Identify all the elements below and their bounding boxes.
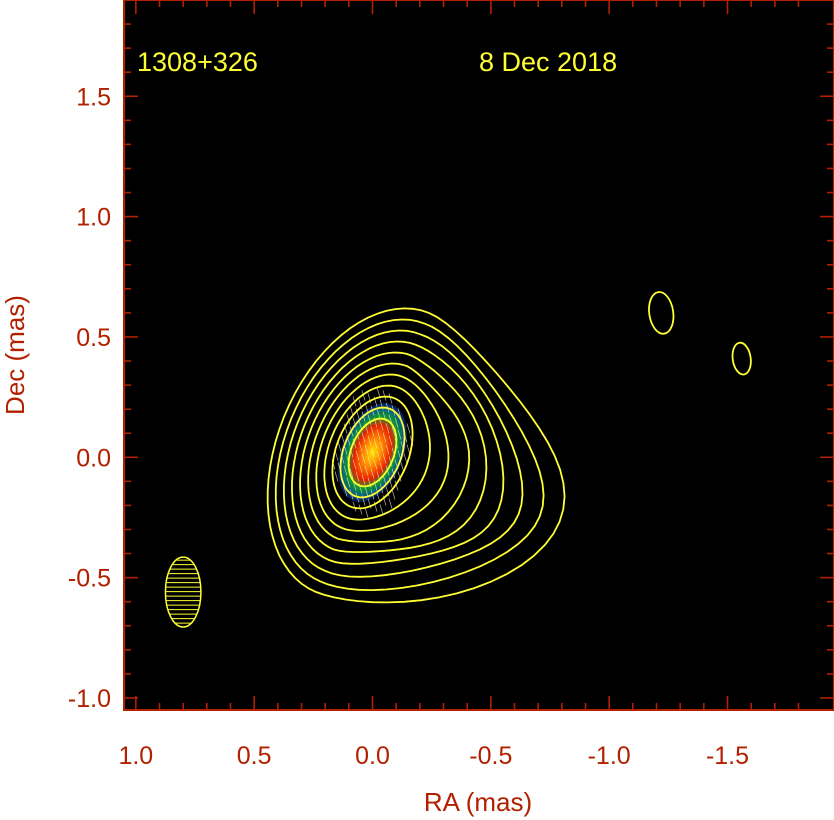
vector-tick — [361, 453, 366, 464]
vector-tick — [394, 480, 399, 491]
vector-tick — [367, 414, 372, 425]
y-tick-label: 0.0 — [76, 444, 111, 472]
vector-tick — [352, 438, 357, 449]
y-tick-label: 1.0 — [76, 204, 111, 232]
contour-level — [291, 340, 505, 565]
vector-tick — [361, 390, 366, 401]
vector-tick — [334, 471, 339, 482]
contour-level — [307, 362, 471, 544]
vector-tick — [343, 486, 348, 497]
vector-tick — [397, 429, 402, 440]
vector-tick — [364, 444, 369, 455]
vector-tick — [391, 426, 396, 437]
y-tick-label: 1.5 — [76, 83, 111, 111]
contour-level — [283, 329, 524, 578]
x-tick-label: 0.0 — [355, 742, 390, 770]
x-axis-title: RA (mas) — [424, 787, 532, 817]
vector-tick — [403, 453, 408, 464]
vector-tick — [337, 441, 342, 452]
vector-tick — [367, 456, 372, 467]
vector-tick — [346, 414, 351, 425]
vector-tick — [382, 432, 387, 443]
contour-level — [299, 351, 488, 553]
vector-tick — [367, 435, 372, 446]
contour-level — [266, 307, 566, 604]
vector-tick — [388, 456, 393, 467]
vector-tick — [388, 393, 393, 404]
y-axis-ticks: 1.5 1.0 0.5 0.0 -0.5 -1.0 — [68, 23, 834, 713]
vector-tick — [364, 486, 369, 497]
vector-tick — [352, 459, 357, 470]
vector-tick — [355, 471, 360, 482]
y-axis-title: Dec (mas) — [0, 295, 30, 415]
vector-tick — [391, 489, 396, 500]
isolated-contour — [731, 341, 752, 376]
vector-tick — [406, 423, 411, 434]
beam-outline — [164, 556, 202, 628]
vector-tick — [388, 435, 393, 446]
vector-tick — [379, 441, 384, 452]
contour-level — [331, 395, 414, 510]
vector-tick — [370, 468, 375, 479]
x-tick-label: 0.5 — [237, 742, 272, 770]
vector-tick — [373, 501, 378, 512]
vector-tick — [358, 504, 363, 515]
source-name-label: 1308+326 — [137, 47, 258, 77]
x-axis-ticks: 1.0 0.5 0.0 -0.5 -1.0 -1.5 — [118, 0, 800, 770]
y-tick-label: 0.5 — [76, 324, 111, 352]
x-tick-label: -0.5 — [469, 742, 512, 770]
contour-level — [347, 417, 398, 488]
vector-tick — [376, 450, 381, 461]
vector-tick — [373, 459, 378, 470]
y-tick-label: -0.5 — [68, 565, 111, 593]
vector-tick — [373, 438, 378, 449]
beam-ellipse — [164, 556, 202, 628]
x-tick-label: -1.0 — [588, 742, 631, 770]
vector-tick — [367, 393, 372, 404]
x-tick-label: 1.0 — [118, 742, 153, 770]
vector-tick — [346, 477, 351, 488]
vector-tick — [343, 423, 348, 434]
contour-layer — [266, 291, 752, 604]
date-label: 8 Dec 2018 — [479, 47, 617, 77]
vector-tick — [397, 408, 402, 419]
vector-tick — [388, 498, 393, 509]
vector-tick — [376, 408, 381, 419]
vector-tick — [364, 465, 369, 476]
vector-tick — [358, 462, 363, 473]
vector-tick — [352, 501, 357, 512]
contour-level — [315, 373, 450, 532]
vector-tick — [361, 474, 366, 485]
vector-tick — [397, 471, 402, 482]
contour-level — [323, 384, 431, 521]
vector-tick — [364, 507, 369, 518]
vector-tick — [379, 420, 384, 431]
vector-tick — [379, 462, 384, 473]
vector-tick — [379, 504, 384, 515]
vector-tick — [382, 453, 387, 464]
vector-tick — [385, 423, 390, 434]
vector-tick — [382, 390, 387, 401]
contour-level — [274, 318, 545, 592]
vector-tick — [385, 444, 390, 455]
vector-tick — [355, 408, 360, 419]
vector-tick — [370, 426, 375, 437]
vector-tick — [376, 387, 381, 398]
vector-tick — [349, 468, 354, 479]
vector-tick — [355, 450, 360, 461]
vector-tick — [370, 447, 375, 458]
x-tick-label: -1.5 — [706, 742, 749, 770]
axes-frame — [123, 0, 834, 711]
y-tick-label: -1.0 — [68, 685, 111, 713]
contour-level — [339, 406, 406, 499]
vector-tick — [394, 417, 399, 428]
vector-tick — [343, 465, 348, 476]
vector-tick — [376, 429, 381, 440]
isolated-contour — [648, 291, 675, 335]
plot-frame — [123, 0, 834, 711]
vector-tick — [361, 432, 366, 443]
vector-tick — [358, 441, 363, 452]
